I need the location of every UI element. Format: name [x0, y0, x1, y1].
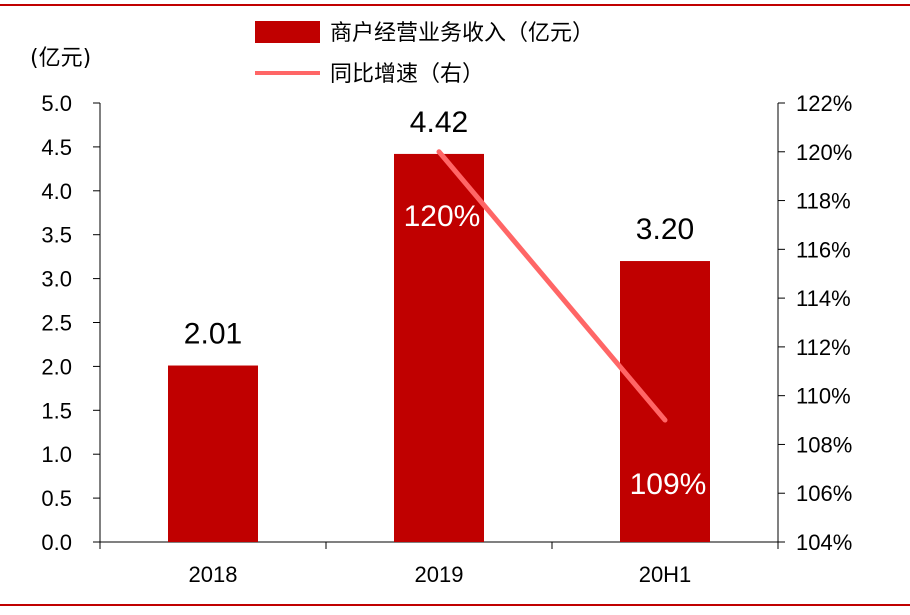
- right-tick-label: 118%: [796, 189, 851, 214]
- line-series: [436, 149, 668, 423]
- growth-value-label: 120%: [404, 200, 481, 233]
- left-tick-label: 3.5: [41, 223, 72, 248]
- left-tick-label: 4.5: [41, 135, 72, 160]
- bar-value-label: 3.20: [636, 213, 694, 246]
- left-tick-label: 0.0: [41, 530, 72, 555]
- right-tick-label: 116%: [796, 237, 851, 262]
- bar-series: [168, 153, 710, 542]
- left-tick-label: 2.5: [41, 311, 72, 336]
- right-tick-label: 108%: [796, 432, 852, 457]
- left-tick-label: 1.5: [41, 398, 72, 423]
- x-tick-label: 20H1: [639, 562, 692, 587]
- x-tick-label: 2018: [189, 562, 238, 587]
- growth-value-label: 109%: [630, 468, 707, 501]
- left-tick-label: 3.0: [41, 267, 72, 292]
- left-tick-label: 4.0: [41, 179, 72, 204]
- bar-value-label: 4.42: [410, 106, 468, 139]
- right-tick-label: 122%: [796, 91, 852, 116]
- x-axis: 2018 2019 20H1: [99, 541, 779, 587]
- x-tick-label: 2019: [415, 562, 464, 587]
- bar: [620, 261, 710, 542]
- left-tick-label: 5.0: [41, 91, 72, 116]
- legend-line-label: 同比增速（右）: [330, 62, 484, 87]
- left-axis: 0.0 0.5 1.0 1.5 2.0 2.5 3.0 3.5 4.0 4.5 5.0: [41, 91, 101, 555]
- right-tick-label: 106%: [796, 481, 852, 506]
- bar: [168, 365, 258, 542]
- legend-bar-swatch: [255, 21, 320, 43]
- right-tick-label: 110%: [796, 384, 851, 409]
- data-labels: 2.01 4.42 3.20 120% 109%: [184, 106, 707, 501]
- right-tick-label: 104%: [796, 530, 852, 555]
- right-tick-label: 114%: [796, 286, 851, 311]
- right-tick-label: 120%: [796, 140, 852, 165]
- legend: 商户经营业务收入（亿元） 同比增速（右）: [255, 21, 594, 87]
- bar-value-label: 2.01: [184, 318, 242, 351]
- right-axis: 104% 106% 108% 110% 112% 114% 116% 118% 120% 122%: [777, 91, 852, 555]
- bar: [394, 153, 484, 542]
- left-tick-label: 0.5: [41, 486, 72, 511]
- left-axis-label: (亿元): [30, 46, 91, 71]
- legend-bar-label: 商户经营业务收入（亿元）: [330, 21, 594, 46]
- right-tick-label: 112%: [796, 335, 851, 360]
- growth-line: [436, 149, 668, 423]
- left-tick-label: 1.0: [41, 442, 72, 467]
- left-tick-label: 2.0: [41, 354, 72, 379]
